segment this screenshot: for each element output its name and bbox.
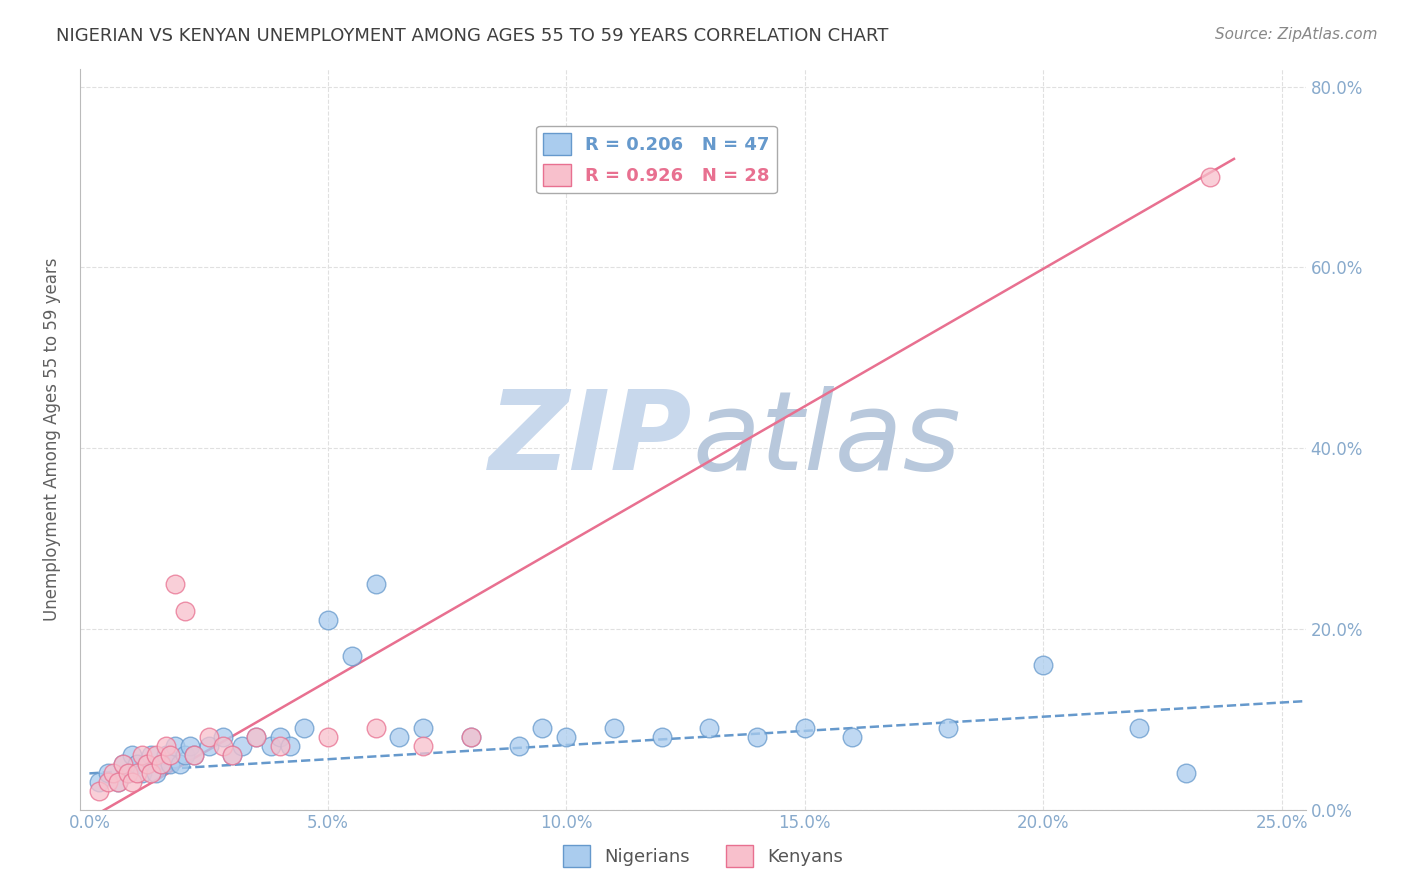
Text: ZIP: ZIP	[489, 385, 693, 492]
Point	[159, 757, 181, 772]
Point	[221, 748, 243, 763]
Point	[107, 775, 129, 789]
Point	[165, 739, 187, 754]
Point	[111, 757, 134, 772]
Point	[197, 739, 219, 754]
Text: Source: ZipAtlas.com: Source: ZipAtlas.com	[1215, 27, 1378, 42]
Text: NIGERIAN VS KENYAN UNEMPLOYMENT AMONG AGES 55 TO 59 YEARS CORRELATION CHART: NIGERIAN VS KENYAN UNEMPLOYMENT AMONG AG…	[56, 27, 889, 45]
Point	[651, 731, 673, 745]
Point	[145, 766, 167, 780]
Point	[127, 766, 149, 780]
Legend: Nigerians, Kenyans: Nigerians, Kenyans	[555, 838, 851, 874]
Point	[155, 739, 177, 754]
Point	[603, 721, 626, 735]
Point	[135, 757, 157, 772]
Point	[508, 739, 530, 754]
Point	[1128, 721, 1150, 735]
Point	[259, 739, 281, 754]
Point	[183, 748, 205, 763]
Point	[460, 731, 482, 745]
Point	[269, 731, 291, 745]
Point	[699, 721, 721, 735]
Point	[127, 757, 149, 772]
Point	[1199, 169, 1222, 184]
Point	[121, 775, 143, 789]
Point	[197, 731, 219, 745]
Point	[145, 748, 167, 763]
Point	[87, 784, 110, 798]
Point	[388, 731, 411, 745]
Point	[221, 748, 243, 763]
Point	[531, 721, 554, 735]
Point	[121, 748, 143, 763]
Point	[1175, 766, 1198, 780]
Point	[173, 604, 195, 618]
Point	[149, 757, 172, 772]
Point	[841, 731, 863, 745]
Point	[231, 739, 253, 754]
Point	[212, 731, 235, 745]
Legend: R = 0.206   N = 47, R = 0.926   N = 28: R = 0.206 N = 47, R = 0.926 N = 28	[536, 126, 776, 194]
Point	[149, 757, 172, 772]
Point	[97, 775, 120, 789]
Point	[155, 748, 177, 763]
Point	[131, 748, 153, 763]
Text: atlas: atlas	[693, 385, 962, 492]
Point	[793, 721, 815, 735]
Point	[412, 721, 434, 735]
Point	[165, 576, 187, 591]
Point	[87, 775, 110, 789]
Point	[245, 731, 267, 745]
Point	[103, 766, 125, 780]
Point	[135, 757, 157, 772]
Point	[292, 721, 315, 735]
Point	[340, 648, 363, 663]
Point	[316, 731, 339, 745]
Point	[316, 613, 339, 627]
Point	[169, 757, 191, 772]
Point	[278, 739, 301, 754]
Point	[117, 766, 139, 780]
Point	[183, 748, 205, 763]
Point	[936, 721, 959, 735]
Point	[245, 731, 267, 745]
Point	[97, 766, 120, 780]
Point	[269, 739, 291, 754]
Point	[141, 748, 163, 763]
Point	[212, 739, 235, 754]
Point	[107, 775, 129, 789]
Point	[460, 731, 482, 745]
Point	[111, 757, 134, 772]
Point	[745, 731, 768, 745]
Point	[364, 576, 387, 591]
Point	[412, 739, 434, 754]
Point	[173, 748, 195, 763]
Point	[364, 721, 387, 735]
Point	[117, 766, 139, 780]
Point	[555, 731, 578, 745]
Point	[131, 766, 153, 780]
Point	[179, 739, 201, 754]
Y-axis label: Unemployment Among Ages 55 to 59 years: Unemployment Among Ages 55 to 59 years	[44, 257, 60, 621]
Point	[141, 766, 163, 780]
Point	[1032, 657, 1054, 672]
Point	[159, 748, 181, 763]
